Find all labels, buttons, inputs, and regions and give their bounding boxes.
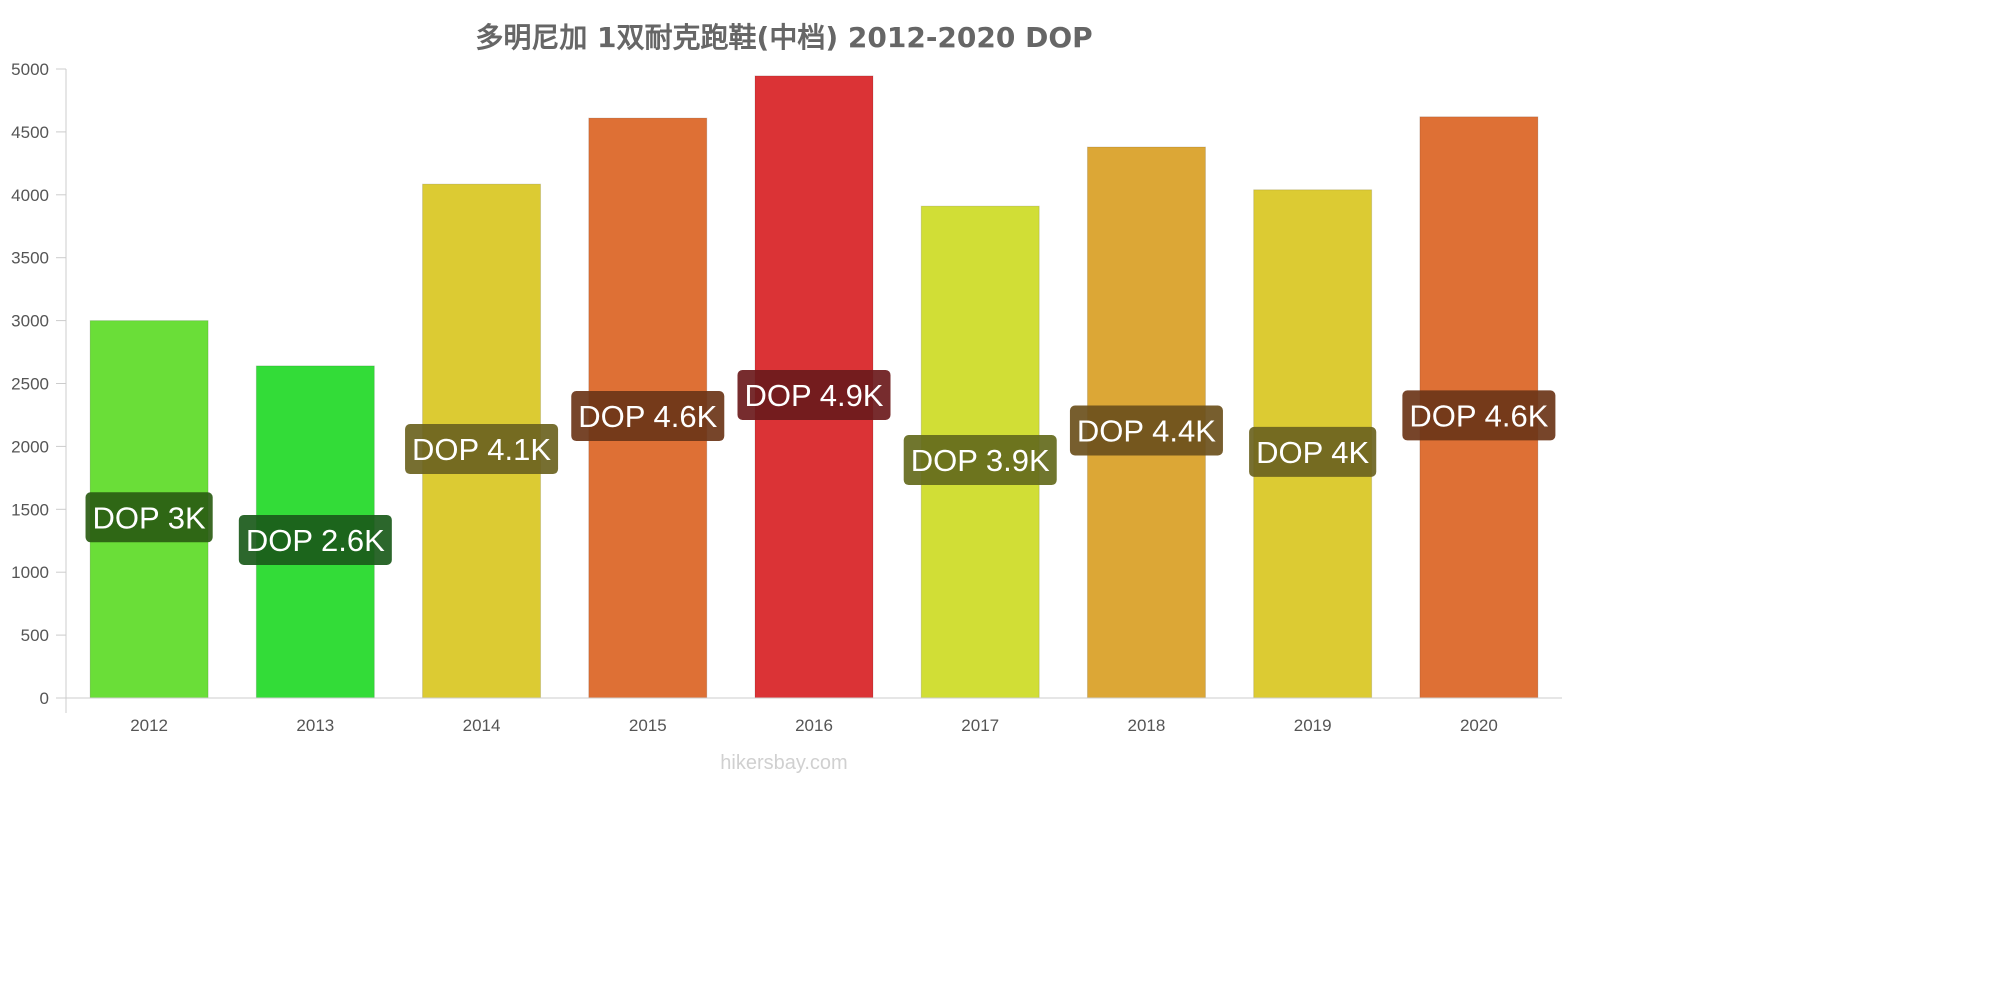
y-tick-label: 0: [40, 689, 49, 708]
data-label-background: [903, 435, 1057, 486]
data-label-background: [238, 514, 392, 565]
data-label: DOP 4.6K: [1409, 398, 1548, 433]
data-label: DOP 3K: [93, 500, 206, 535]
data-label: DOP 4K: [1256, 435, 1369, 470]
y-tick-label: 5000: [11, 60, 49, 79]
x-tick-label: 2020: [1460, 716, 1498, 735]
y-tick-label: 3500: [11, 249, 49, 268]
x-tick-label: 2013: [296, 716, 334, 735]
x-axis-ticks: 2012 2013 2014 2015 2016 2017 2018 2019 2020: [130, 716, 1498, 735]
watermark: hikersbay.com: [720, 752, 848, 774]
y-tick-label: 500: [21, 626, 49, 645]
x-tick-label: 2018: [1128, 716, 1166, 735]
data-label: DOP 4.1K: [412, 432, 551, 467]
y-tick-label: 4500: [11, 123, 49, 142]
x-tick-label: 2014: [463, 716, 501, 735]
data-label-background: [1249, 426, 1377, 477]
y-tick-label: 2000: [11, 437, 49, 456]
y-tick-label: 1500: [11, 500, 49, 519]
data-label: DOP 3.9K: [911, 443, 1050, 478]
data-labels: DOP 3K DOP 2.6K DOP 4.1K DOP 4.6K DOP 4.9K DO…: [85, 369, 1556, 565]
x-tick-label: 2016: [795, 716, 833, 735]
axes: [65, 69, 1562, 713]
x-tick-label: 2015: [629, 716, 667, 735]
data-label-background: [571, 391, 725, 442]
data-label-background: [1069, 405, 1223, 456]
data-label-background: [405, 424, 559, 475]
y-tick-label: 3000: [11, 312, 49, 331]
x-tick-label: 2019: [1294, 716, 1332, 735]
data-label: DOP 4.4K: [1077, 413, 1216, 448]
data-label-background: [737, 369, 891, 420]
data-label: DOP 2.6K: [246, 523, 385, 558]
y-tick-label: 1000: [11, 563, 49, 582]
x-tick-label: 2017: [961, 716, 999, 735]
y-tick-label: 2500: [11, 375, 49, 394]
data-label: DOP 4.6K: [578, 399, 717, 434]
data-label: DOP 4.9K: [744, 378, 883, 413]
x-tick-label: 2012: [130, 716, 168, 735]
bar-chart: 0 500 1000 1500 2000 2500 3000 3500 4000 4500 5000…: [11, 60, 1562, 735]
y-axis-ticks: 0 500 1000 1500 2000 2500 3000 3500 4000 4500 5000: [11, 60, 66, 708]
data-label-background: [85, 492, 213, 543]
data-label-background: [1402, 390, 1556, 441]
chart-title: 多明尼加 1双耐克跑鞋(中档) 2012-2020 DOP: [475, 21, 1093, 54]
y-tick-label: 4000: [11, 186, 49, 205]
